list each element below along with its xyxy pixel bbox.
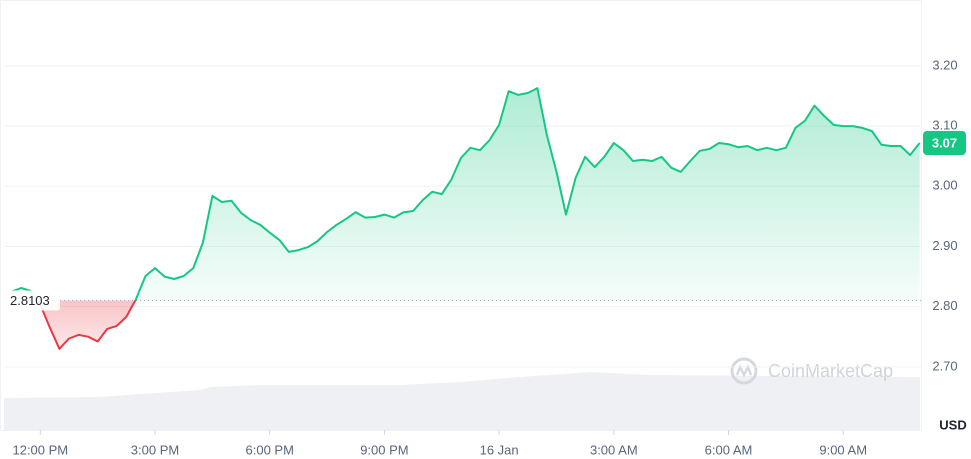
x-tick-label: 6:00 AM <box>705 442 753 457</box>
watermark-logo <box>730 357 758 385</box>
x-tick-label: 9:00 PM <box>360 442 408 457</box>
baseline-label: 2.8103 <box>10 293 50 308</box>
y-tick-label: 3.20 <box>932 57 957 72</box>
y-axis-label: USD <box>939 417 966 432</box>
watermark-logo-mark <box>735 363 753 378</box>
y-tick-label: 2.80 <box>932 298 957 313</box>
y-tick-label: 2.90 <box>932 238 957 253</box>
price-area <box>11 88 920 349</box>
x-tick-label: 16 Jan <box>480 442 519 457</box>
volume-area <box>4 372 920 430</box>
x-tick-label: 6:00 PM <box>246 442 294 457</box>
y-tick-label: 3.10 <box>932 118 957 133</box>
y-tick-label: 2.70 <box>932 358 957 373</box>
baseline-label-box <box>4 290 60 311</box>
y-tick-label: 3.00 <box>932 178 957 193</box>
price-line <box>11 87 921 350</box>
watermark: CoinMarketCap <box>730 357 893 385</box>
x-tick-label: 3:00 AM <box>590 442 638 457</box>
x-tick-label: 9:00 AM <box>819 442 867 457</box>
last-value-tag <box>923 130 966 155</box>
last-value-label: 3.07 <box>932 135 957 150</box>
plot-border <box>0 0 922 431</box>
watermark-text: CoinMarketCap <box>768 361 893 381</box>
x-tick-label: 3:00 PM <box>131 442 179 457</box>
x-tick-label: 12:00 PM <box>12 442 68 457</box>
